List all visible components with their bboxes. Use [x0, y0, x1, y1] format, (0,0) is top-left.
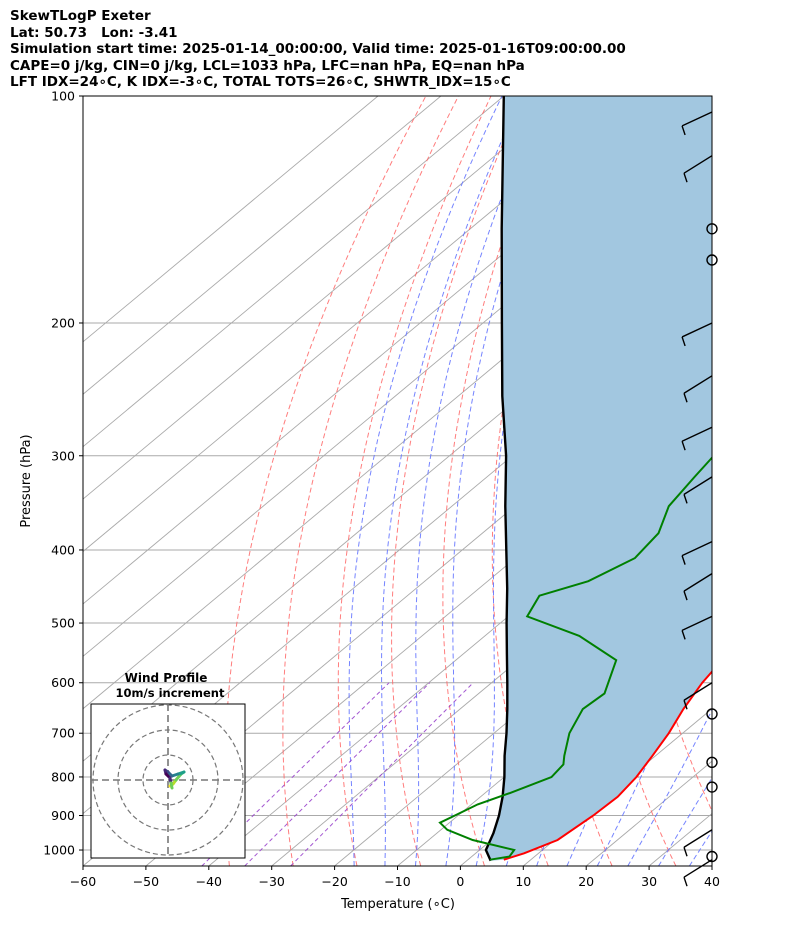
dry-adiabat-line [391, 96, 525, 866]
wind-barb [681, 426, 713, 442]
x-tick-label: −40 [196, 874, 222, 889]
wind-barb-flag [681, 555, 686, 565]
wind-barb [683, 859, 713, 878]
wind-barb-flag [681, 125, 686, 136]
wind-barb [681, 322, 713, 338]
time-line: Simulation start time: 2025-01-14_00:00:… [10, 41, 626, 57]
wind-barb-flag [683, 590, 688, 601]
wind-barbs [681, 111, 718, 887]
mixing-ratio-line [290, 682, 474, 866]
chart-header: SkewTLogP Exeter Lat: 50.73 Lon: -3.41 S… [10, 8, 626, 91]
mixing-ratio-line [244, 682, 431, 866]
isotherm-line [83, 96, 505, 448]
cape-line: CAPE=0 j/kg, CIN=0 j/kg, LCL=1033 hPa, L… [10, 57, 525, 74]
y-axis-label: Pressure (hPa) [19, 434, 34, 527]
y-tick-label: 800 [51, 769, 75, 784]
wind-barb [683, 155, 713, 174]
y-tick-label: 500 [51, 616, 75, 631]
wind-barb-calm [706, 708, 718, 720]
cin-shading [485, 96, 712, 861]
hodograph-segment [169, 781, 174, 790]
wind-barb-flag [681, 440, 686, 451]
wind-barb [683, 476, 713, 495]
profile-layer [438, 96, 712, 862]
wind-barb [683, 682, 713, 701]
wind-barb [683, 573, 713, 592]
chart-title: SkewTLogP Exeter [10, 8, 151, 24]
wind-barb-calm [706, 850, 718, 863]
wind-barb-calm [706, 756, 718, 769]
moist-adiabat-line [445, 96, 568, 866]
isotherm-line [83, 96, 567, 500]
y-tick-label: 700 [51, 726, 75, 741]
inset-title: Wind Profile [125, 671, 208, 685]
x-tick-label: 10 [515, 874, 531, 889]
isotherm-line [711, 865, 712, 866]
wind-barb-flag [681, 630, 686, 640]
wind-barb-flag [683, 393, 688, 403]
mixing-ratio-line [201, 682, 390, 866]
isotherm-line [523, 708, 712, 866]
wind-barb-calm [706, 254, 718, 266]
y-tick-label: 1000 [43, 843, 75, 858]
x-tick-label: 40 [704, 874, 720, 889]
wind-barb [683, 829, 713, 848]
dry-adiabat-line [757, 96, 794, 866]
y-tick-label: 600 [51, 675, 75, 690]
dry-adiabat-line [716, 96, 794, 866]
isotherm-line [83, 96, 442, 395]
dry-adiabat-line [337, 96, 492, 866]
x-tick-label: 30 [641, 874, 657, 889]
dry-adiabat-line [442, 96, 557, 866]
y-tick-label: 100 [51, 89, 75, 104]
x-tick-label: −50 [133, 874, 159, 889]
moist-adiabat-line [720, 96, 794, 866]
dry-adiabat-line [224, 96, 427, 866]
temperature-line [503, 670, 712, 861]
x-tick-label: −60 [70, 874, 96, 889]
location-line: Lat: 50.73 Lon: -3.41 [10, 24, 178, 41]
y-tick-label: 200 [51, 315, 75, 330]
wind-barb-flag [683, 876, 688, 887]
moist-adiabat-line [348, 96, 503, 866]
isotherm-line [83, 96, 630, 553]
wind-barb-flag [683, 700, 688, 710]
x-tick-label: 20 [578, 874, 594, 889]
wind-barb [681, 111, 713, 127]
y-tick-label: 400 [51, 542, 75, 557]
index-line: LFT IDX=24∘C, K IDX=-3∘C, TOTAL TOTS=26∘… [10, 74, 511, 90]
wind-barb [681, 541, 713, 557]
wind-profile-inset: Wind Profile 10m/s increment [90, 671, 246, 859]
x-tick-label: −30 [259, 874, 285, 889]
x-tick-label: 0 [456, 874, 464, 889]
isotherm-line [83, 96, 379, 343]
isotherm-line [271, 498, 712, 866]
y-tick-label: 900 [51, 808, 75, 823]
wind-barb [681, 615, 713, 632]
x-tick-label: −10 [384, 874, 410, 889]
isotherm-line [334, 550, 712, 866]
dry-adiabat-line [282, 96, 459, 866]
wind-barb-calm [706, 223, 718, 235]
inset-subtitle: 10m/s increment [116, 686, 225, 700]
wind-barb-flag [683, 172, 688, 183]
dewpoint-line [438, 456, 712, 861]
wind-barb [683, 375, 713, 394]
wind-barb-flag [681, 336, 686, 347]
parcel-profile-line [484, 96, 509, 862]
wind-barb-calm [706, 781, 718, 793]
x-tick-label: −20 [321, 874, 347, 889]
wind-barb-flag [683, 847, 688, 857]
x-axis-label: Temperature (∘C) [340, 897, 455, 912]
axis-layer: −60 −50 −40 −30 −20 −10 0 10 20 30 40 100 200 300 400 5… [43, 89, 720, 890]
wind-barb-flag [683, 494, 688, 504]
y-tick-label: 300 [51, 448, 75, 463]
